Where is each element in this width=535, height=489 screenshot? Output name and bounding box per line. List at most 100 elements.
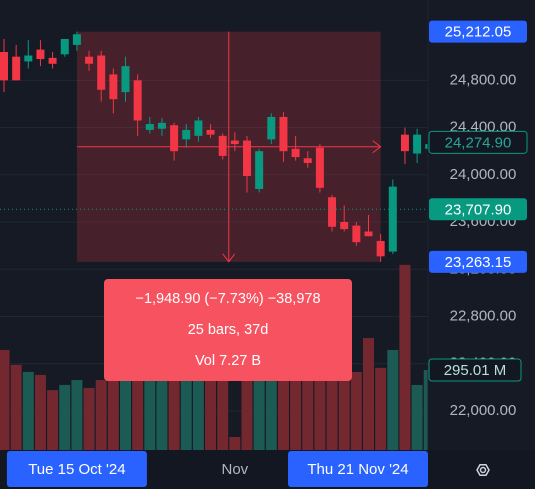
y-tick-label: 22,000.00 (450, 402, 517, 419)
candle-body (145, 124, 154, 130)
candle-body (364, 231, 373, 237)
measure-text: Vol 7.27 B (195, 353, 261, 369)
time-highlight (6, 451, 147, 487)
candle-body (267, 116, 276, 140)
candle-body (425, 144, 428, 149)
volume-bar (205, 377, 217, 450)
candle-body (400, 134, 409, 152)
price-tag (429, 20, 527, 43)
volume-bar (217, 374, 229, 450)
volume-bar (180, 380, 192, 450)
candle-body (255, 151, 264, 189)
measure-text: 25 bars, 37d (188, 322, 269, 338)
candle-body (170, 125, 179, 152)
candle-body (315, 147, 324, 188)
volume-bar (411, 384, 423, 450)
price-tag-label: 25,212.05 (445, 24, 512, 41)
candle-body (218, 135, 227, 156)
volume-bar (83, 387, 95, 450)
volume-bar (314, 374, 326, 450)
volume-bar (241, 370, 253, 450)
settings-icon-dot (479, 466, 487, 474)
price-tag (428, 130, 528, 154)
price-tag-label: 23,707.90 (445, 201, 512, 218)
candle-body (376, 240, 385, 257)
volume-bar (192, 377, 204, 450)
measure-h-arrow (372, 140, 382, 154)
volume-bar (387, 349, 399, 450)
price-tag-label: 23,263.15 (445, 254, 512, 271)
candle-body (133, 80, 142, 121)
candle-body (413, 134, 422, 154)
volume-bar (120, 380, 131, 450)
candle-body (340, 222, 349, 230)
volume-bar (10, 364, 22, 450)
x-tick-label: Thu 21 Nov '24 (307, 461, 408, 478)
candle-body (72, 34, 81, 45)
volume-bar (277, 380, 289, 450)
volume-bar (265, 374, 277, 450)
measure-v-arrow (222, 253, 236, 263)
price-tag (429, 250, 527, 273)
candle-body (36, 49, 45, 60)
x-tick-label: Tue 15 Oct '24 (28, 461, 125, 478)
volume-bar (59, 384, 71, 450)
candle-body (388, 186, 397, 252)
volume-bar (0, 349, 10, 450)
volume-bar (423, 370, 428, 450)
volume-bar (22, 371, 34, 450)
volume-bar (338, 380, 350, 450)
volume-bar (350, 371, 362, 450)
volume-bar (156, 364, 168, 450)
measure-text: −1,948.90 (−7.73%) −38,978 (135, 291, 320, 307)
y-tick-label: 22,800.00 (450, 308, 517, 325)
measure-tooltip (104, 279, 352, 381)
volume-bar (302, 380, 314, 450)
volume-bar (229, 436, 241, 450)
candle-body (206, 129, 215, 135)
candle-body (291, 148, 300, 158)
settings-icon[interactable] (476, 464, 490, 476)
volume-bar (47, 390, 59, 450)
candle-body (12, 56, 21, 81)
volume-bar (253, 370, 265, 450)
time-highlight (288, 451, 428, 487)
price-tag-label: 24,274.90 (445, 134, 512, 151)
y-tick-label: 24,800.00 (450, 71, 517, 88)
volume-bar (71, 380, 83, 450)
volume-bar (375, 367, 387, 450)
candle-body (121, 66, 130, 93)
volume-bar (107, 374, 119, 450)
candle-body (352, 225, 361, 243)
x-tick-label: Nov (222, 461, 249, 478)
candle-body (0, 51, 8, 81)
candle-body (243, 140, 251, 176)
y-tick-label: 24,000.00 (450, 166, 517, 183)
candle-body (182, 129, 191, 140)
candle-body (194, 120, 203, 136)
candle-body (328, 197, 337, 227)
candle-body (97, 55, 106, 90)
volume-bar (290, 377, 302, 450)
candle-body (157, 122, 166, 129)
volume-tag-label: 295.01 M (444, 362, 507, 379)
plot-area: −1,948.90 (−7.73%) −38,978 25 bars, 37d Vo… (0, 31, 428, 450)
volume-bar (34, 374, 46, 450)
volume-bar (363, 338, 374, 450)
volume-bar (132, 374, 144, 450)
candle-body (279, 116, 288, 152)
volume-bar (399, 264, 411, 450)
candle-body (24, 55, 33, 62)
volume-bar (95, 380, 107, 450)
price-tag (429, 198, 527, 221)
candle-body (109, 74, 118, 100)
candle-body (85, 56, 94, 64)
candle-body (303, 158, 312, 163)
volume-bar (326, 370, 338, 450)
candle-body (48, 57, 57, 64)
candle-body (230, 140, 239, 145)
volume-tag (428, 358, 522, 382)
